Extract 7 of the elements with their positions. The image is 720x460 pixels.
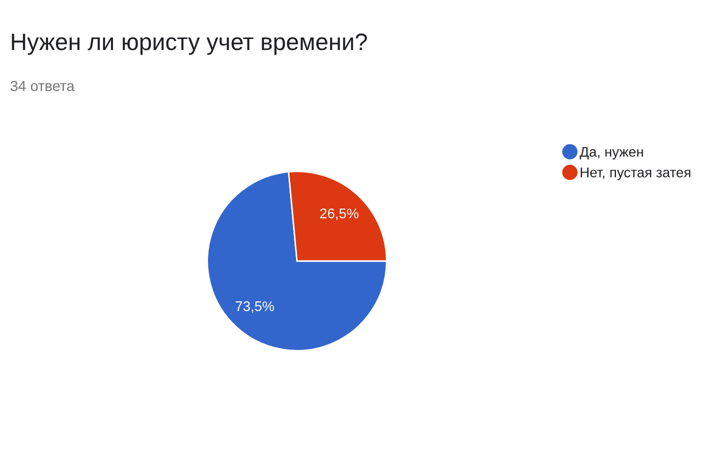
pie-slice	[206, 171, 388, 352]
chart-title: Нужен ли юристу учет времени?	[12, 34, 367, 55]
text: 34 ответа	[10, 80, 75, 92]
legend-label: Да, нужен	[580, 147, 643, 160]
legend-label: Нет, пустая затея	[580, 168, 690, 180]
data-label: 26,5%	[320, 208, 358, 220]
data-label: 73,5%	[236, 301, 274, 313]
